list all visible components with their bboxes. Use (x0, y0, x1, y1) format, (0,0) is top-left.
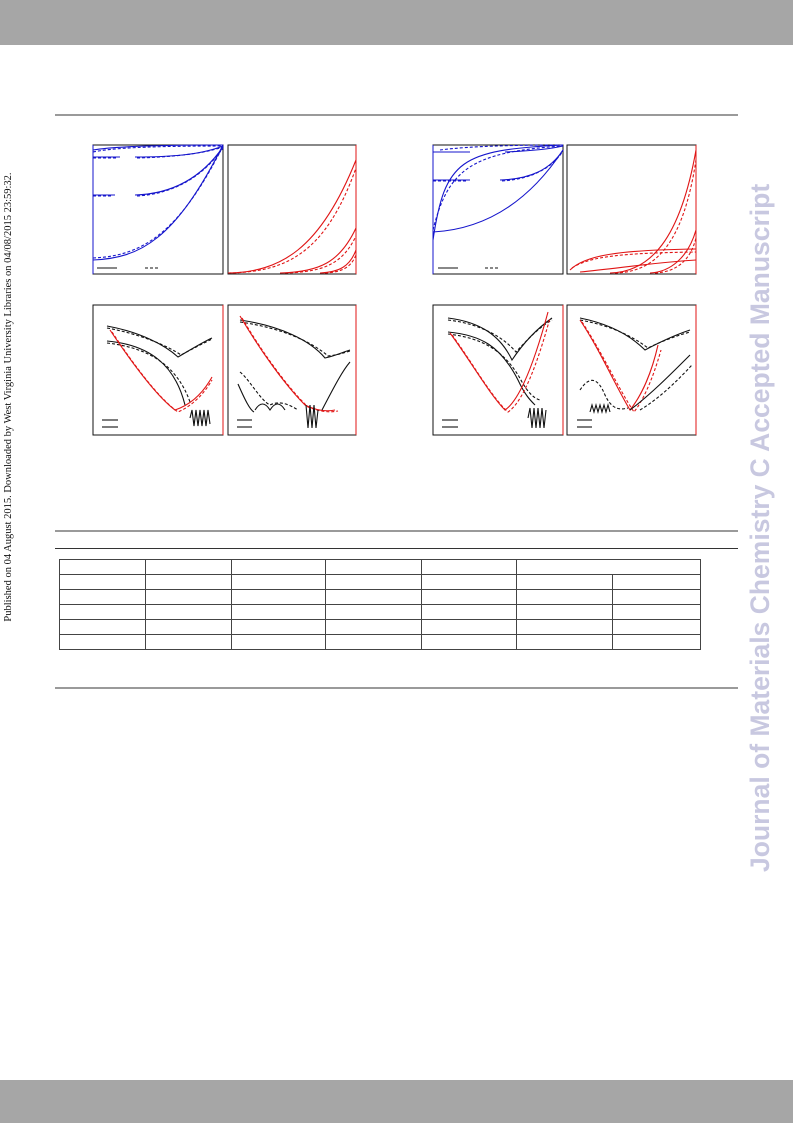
table-cell (231, 634, 326, 650)
table-cell (231, 559, 326, 575)
table-cell (145, 634, 232, 650)
table-cell (325, 619, 422, 635)
table-cell (59, 604, 146, 620)
table-cell (612, 574, 701, 590)
panel-top-right-blue (432, 144, 564, 275)
table-cell (145, 574, 232, 590)
table-cell (325, 559, 422, 575)
table-cell (421, 559, 517, 575)
table-cell (59, 574, 146, 590)
table-cell (59, 619, 146, 635)
table-cell (612, 634, 701, 650)
rule-table-top (55, 530, 738, 532)
table-row (59, 619, 701, 635)
table-cell (421, 589, 517, 605)
table-cell (59, 559, 146, 575)
data-table (59, 559, 701, 650)
panel-top-left-blue (92, 144, 224, 275)
table-cell (516, 574, 613, 590)
table-cell (612, 604, 701, 620)
table-cell (612, 589, 701, 605)
panel-top-left-red (227, 144, 357, 275)
table-cell (516, 634, 613, 650)
table-cell (516, 559, 701, 575)
table-cell (421, 634, 517, 650)
table-cell (421, 619, 517, 635)
table-cell (145, 619, 232, 635)
table-cell (231, 619, 326, 635)
table-cell (516, 589, 613, 605)
table-cell (421, 604, 517, 620)
table-cell (612, 619, 701, 635)
table-cell (231, 589, 326, 605)
table-cell (516, 604, 613, 620)
table-cell (59, 634, 146, 650)
panel-bottom-left-b (227, 304, 357, 436)
table-cell (145, 559, 232, 575)
table-cell (231, 604, 326, 620)
table-row (59, 589, 701, 605)
table-cell (145, 604, 232, 620)
panel-bottom-left-a (92, 304, 224, 436)
table-row (59, 559, 701, 575)
table-cell (325, 604, 422, 620)
table-cell (325, 589, 422, 605)
rule-top (55, 114, 738, 116)
panel-bottom-right-b (566, 304, 697, 436)
table-cell (421, 574, 517, 590)
table-row (59, 634, 701, 650)
table-cell (231, 574, 326, 590)
footer-bar (0, 1080, 793, 1123)
rule-table-bottom (55, 687, 738, 689)
table-cell (325, 634, 422, 650)
rule-table-header (55, 548, 738, 549)
table-cell (516, 619, 613, 635)
table-cell (145, 589, 232, 605)
table-cell (325, 574, 422, 590)
panel-bottom-right-a (432, 304, 564, 436)
figure-panels: .ax { fill:none; stroke:#111; stroke-wid… (92, 144, 697, 436)
table-cell (59, 589, 146, 605)
header-bar (0, 0, 793, 45)
panel-top-right-red (566, 144, 697, 275)
table-row (59, 604, 701, 620)
table-row (59, 574, 701, 590)
